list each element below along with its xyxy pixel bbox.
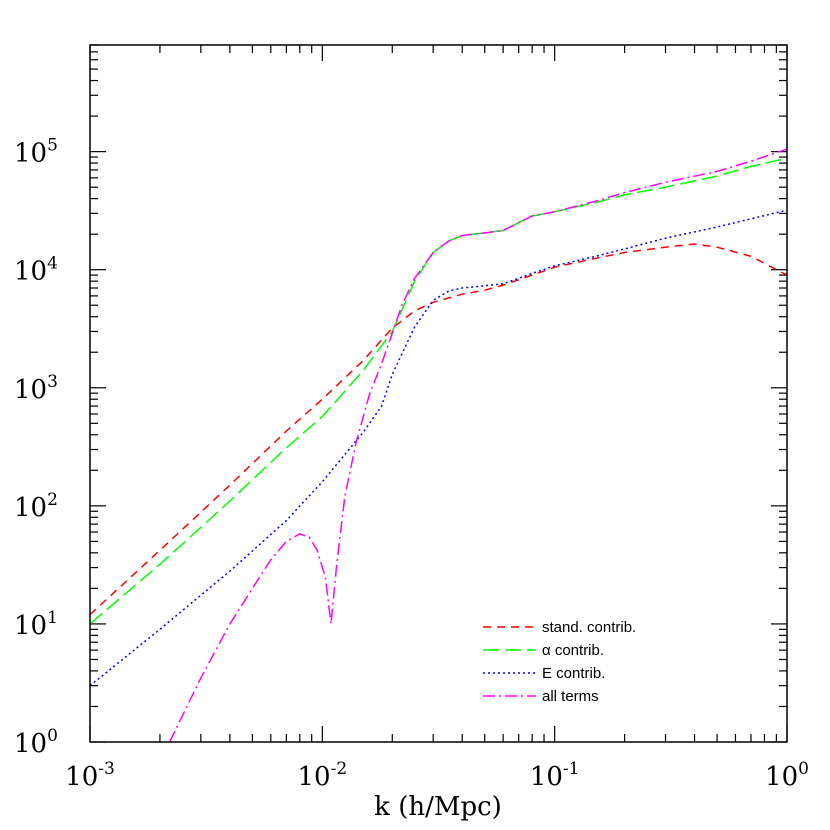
legend: stand. contrib. α contrib. E contrib. all t… xyxy=(483,619,636,705)
x-tick-labels: 10-3 10-2 10-1 100 xyxy=(65,759,809,792)
series-line-0 xyxy=(89,243,788,616)
series-line-2 xyxy=(89,209,788,687)
y-tick-label: 100 xyxy=(14,726,58,759)
legend-label: α contrib. xyxy=(542,642,604,659)
axis-ticks xyxy=(89,44,788,743)
y-tick-label: 102 xyxy=(14,490,58,523)
y-tick-label: 105 xyxy=(14,136,58,169)
series-line-1 xyxy=(89,157,788,625)
y-tick-labels: 100 101 102 103 104 105 xyxy=(14,136,58,759)
y-tick-label: 104 xyxy=(14,254,58,287)
legend-label: E contrib. xyxy=(542,665,605,682)
series-line-3 xyxy=(168,148,788,743)
plot-frame xyxy=(89,44,788,743)
series-lines xyxy=(89,148,788,743)
y-tick-label: 101 xyxy=(14,608,58,641)
x-tick-label: 10-2 xyxy=(298,759,348,792)
y-tick-label: 103 xyxy=(14,372,58,405)
x-tick-label: 10-1 xyxy=(530,759,580,792)
x-tick-label: 10-3 xyxy=(65,759,115,792)
legend-label: all terms xyxy=(542,688,599,705)
legend-label: stand. contrib. xyxy=(542,619,636,636)
x-tick-label: 100 xyxy=(765,759,809,792)
x-axis-label: k (h/Mpc) xyxy=(374,792,502,822)
